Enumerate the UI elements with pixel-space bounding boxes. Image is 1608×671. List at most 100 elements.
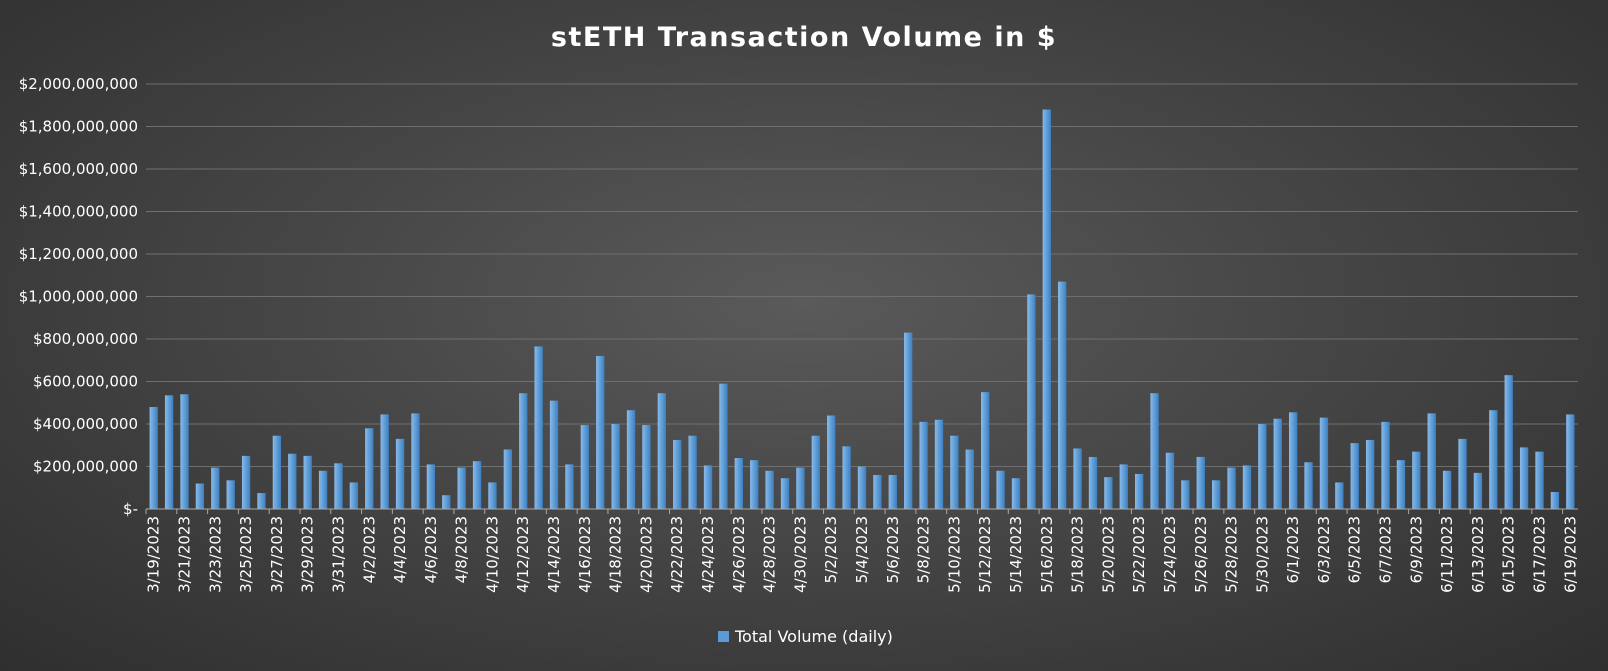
x-tick-label: 4/14/2023 [545,516,563,593]
x-tick-label: 3/29/2023 [299,516,317,593]
bar [411,413,420,509]
chart-title: stETH Transaction Volume in $ [551,22,1057,53]
x-tick-label: 5/26/2023 [1192,516,1210,593]
x-tick-label: 3/25/2023 [237,516,255,593]
legend: Total Volume (daily) [718,627,893,646]
x-tick-label: 4/22/2023 [668,516,686,593]
y-tick-label: $800,000,000 [33,330,138,348]
bar [688,435,697,509]
x-tick-label: 4/6/2023 [422,516,440,583]
y-tick-label: $1,800,000,000 [19,118,138,136]
x-axis-tick-labels: 3/19/2023 3/21/2023 3/23/2023 3/25/2023 3/27… [145,509,1579,593]
bar [472,461,482,509]
x-tick-label: 4/12/2023 [514,516,532,593]
bar [1258,424,1267,509]
bar [719,383,728,509]
bar [334,463,343,509]
bar [503,449,513,509]
bar [611,424,620,509]
bars [149,109,1575,509]
bar [981,392,990,509]
y-tick-label: $- [123,500,138,518]
bar [1135,473,1144,509]
bar [919,421,928,509]
bar [1535,451,1544,509]
x-tick-label: 3/27/2023 [268,516,286,593]
x-tick-label: 4/10/2023 [483,516,501,593]
x-tick-label: 5/30/2023 [1253,516,1271,593]
x-tick-label: 6/9/2023 [1407,516,1425,583]
x-tick-label: 5/16/2023 [1038,516,1056,593]
bar [950,435,959,509]
bar [934,419,944,509]
x-tick-label: 5/20/2023 [1099,516,1117,593]
x-tick-label: 5/4/2023 [853,516,871,583]
bar [1042,109,1051,509]
bar [426,464,436,509]
x-tick-label: 6/17/2023 [1531,516,1549,593]
bar [811,435,820,509]
bar [303,455,312,509]
bar [734,458,743,509]
bar [765,470,774,509]
bar [1566,414,1575,509]
bar [395,438,405,509]
bar [180,394,189,509]
bar [1227,467,1236,509]
y-tick-label: $400,000,000 [33,415,138,433]
gridlines [146,83,1578,467]
x-tick-label: 6/3/2023 [1315,516,1333,583]
x-tick-label: 4/16/2023 [576,516,594,593]
bar [1058,281,1067,509]
bar [565,464,574,509]
bar [288,453,297,509]
bar [996,470,1005,509]
bar [965,449,974,509]
legend-swatch [718,631,729,642]
bar [1011,478,1021,509]
bar [365,428,374,509]
bar [1365,439,1375,509]
x-tick-label: 3/23/2023 [206,516,224,593]
bar [1381,421,1390,509]
y-tick-label: $600,000,000 [33,373,138,391]
y-tick-label: $200,000,000 [33,458,138,476]
x-tick-label: 4/30/2023 [791,516,809,593]
x-tick-label: 5/28/2023 [1223,516,1241,593]
bar [1181,480,1190,509]
x-tick-label: 4/26/2023 [730,516,748,593]
x-tick-label: 4/2/2023 [360,516,378,583]
bar [642,425,651,509]
bar [1027,294,1036,509]
bar [211,467,220,509]
bar [1519,447,1529,509]
x-tick-label: 4/24/2023 [699,516,717,593]
bar [349,482,359,509]
bar [796,467,805,509]
bar [703,465,713,509]
bar [1304,462,1313,509]
x-tick-label: 3/21/2023 [175,516,193,593]
x-tick-label: 4/4/2023 [391,516,409,583]
bar [1427,413,1436,509]
bar [241,455,251,509]
bar [1504,375,1513,509]
bar [1396,460,1406,509]
x-tick-label: 5/22/2023 [1130,516,1148,593]
bar [534,346,543,509]
bar [904,332,913,509]
y-tick-label: $2,000,000,000 [19,75,138,93]
x-tick-label: 6/19/2023 [1561,516,1579,593]
bar [442,495,451,509]
bar [1196,456,1205,509]
x-tick-label: 6/1/2023 [1284,516,1302,583]
x-tick-label: 3/19/2023 [145,516,163,593]
bar [195,483,205,509]
bar [457,467,466,509]
x-tick-label: 6/15/2023 [1500,516,1518,593]
x-tick-label: 5/2/2023 [822,516,840,583]
bar [549,400,559,509]
bar [519,393,528,509]
